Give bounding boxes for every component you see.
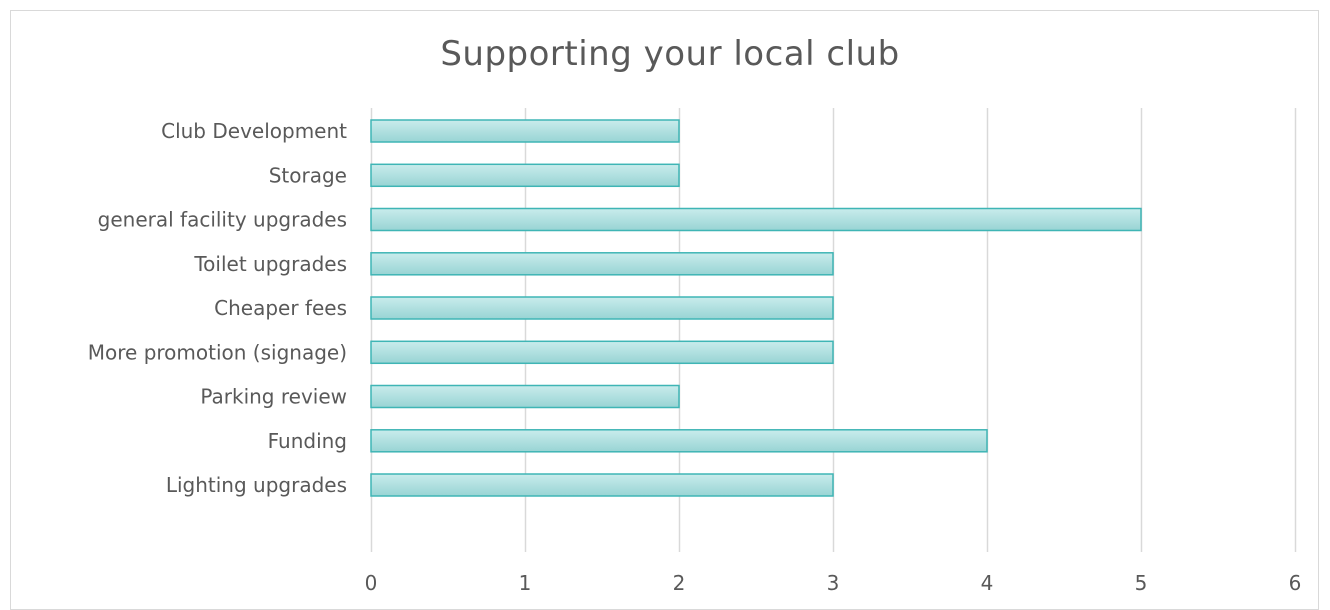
x-tick-label: 3 [827,571,840,595]
x-tick-labels: 0 1 2 3 4 5 6 [365,571,1302,595]
category-label: Lighting upgrades [166,473,347,497]
category-label: Toilet upgrades [193,252,347,276]
chart-title: Supporting your local club [440,34,900,74]
category-label: Club Development [161,119,347,143]
x-tick-label: 5 [1135,571,1148,595]
category-label: Storage [269,163,347,187]
x-tick-label: 1 [519,571,532,595]
bar [370,163,680,188]
bars [370,119,1142,497]
bar [370,207,1142,232]
category-label: general facility upgrades [98,208,347,232]
bar [370,340,834,365]
bar [370,429,988,453]
x-tick-label: 2 [673,571,686,595]
x-tick-label: 0 [365,571,378,595]
x-tick-label: 4 [981,571,994,595]
category-label: Funding [268,429,347,453]
bar [370,384,680,409]
category-label: More promotion (signage) [88,340,347,364]
bar [370,119,680,143]
bar [370,252,834,276]
category-labels: Club Development Storage general facility … [88,119,347,497]
x-tick-label: 6 [1289,571,1302,595]
bar [370,296,834,320]
category-label: Cheaper fees [214,296,347,320]
category-label: Parking review [200,385,347,409]
bar [370,473,834,497]
